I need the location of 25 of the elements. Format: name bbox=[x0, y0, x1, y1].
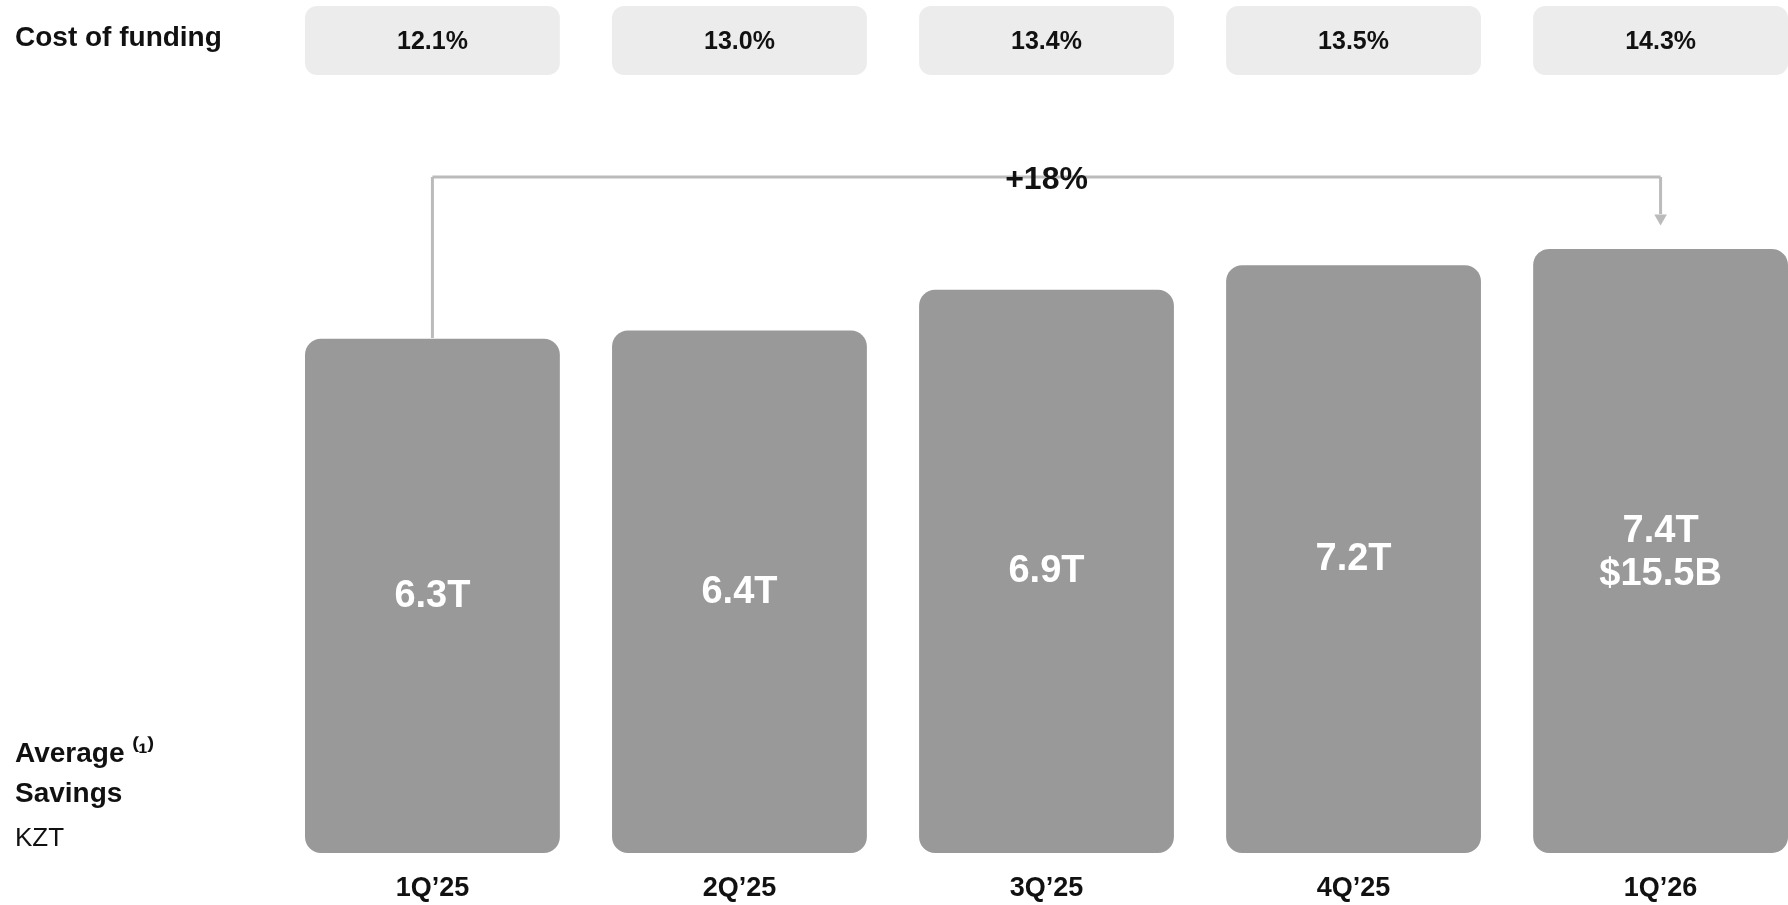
data-label: 7.4T bbox=[1622, 507, 1699, 550]
x-tick-label: 1Q’26 bbox=[1623, 872, 1698, 902]
data-label: 6.9T bbox=[1008, 548, 1085, 591]
text: +18% bbox=[1005, 160, 1088, 196]
x-tick-label: 2Q’25 bbox=[702, 872, 777, 902]
text: 13.0% bbox=[704, 26, 775, 54]
x-tick-label: 3Q’25 bbox=[1009, 872, 1084, 902]
bar bbox=[1226, 265, 1481, 853]
y-axis-title: Average ⁽¹⁾ Savings bbox=[15, 736, 154, 808]
data-label: 7.2T bbox=[1315, 536, 1392, 579]
text: 13.4% bbox=[1011, 26, 1082, 54]
text: KZT bbox=[15, 822, 65, 852]
text: 12.1% bbox=[396, 26, 468, 54]
bar bbox=[919, 289, 1174, 853]
text: Cost of funding bbox=[15, 21, 222, 52]
bar bbox=[305, 338, 560, 853]
x-tick-label: 1Q’25 bbox=[395, 872, 470, 902]
bar bbox=[612, 330, 867, 853]
text: 14.3% bbox=[1625, 26, 1697, 54]
bar bbox=[1533, 249, 1788, 853]
data-label: 6.4T bbox=[701, 568, 778, 611]
text: 13.5% bbox=[1318, 26, 1389, 54]
x-tick-label: 4Q’25 bbox=[1316, 872, 1391, 902]
data-label: 6.3T bbox=[394, 572, 471, 615]
annotation: $15.5B bbox=[1599, 551, 1722, 593]
